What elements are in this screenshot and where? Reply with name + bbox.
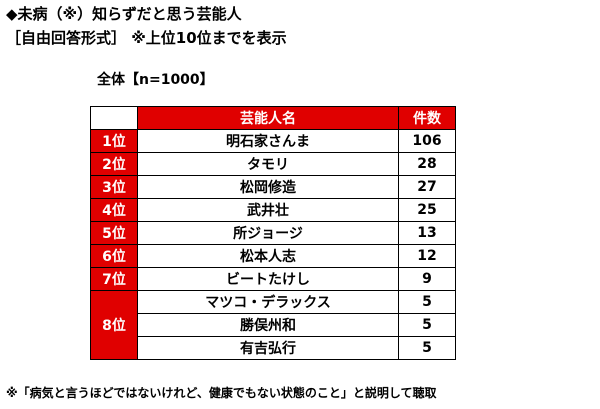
name-cell: 明石家さんま xyxy=(137,129,399,153)
footnote: ※「病気と言うほどではないけれど、健康でもない状態のこと」と説明して聴取 xyxy=(6,386,437,400)
name-cell: 有吉弘行 xyxy=(137,336,399,360)
count-cell: 5 xyxy=(398,336,456,360)
count-cell: 5 xyxy=(398,290,456,314)
name-cell: マツコ・デラックス xyxy=(137,290,399,314)
rank-cell: 4位 xyxy=(90,198,138,222)
name-cell: 松岡修造 xyxy=(137,175,399,199)
rank-cell: 3位 xyxy=(90,175,138,199)
count-cell: 5 xyxy=(398,313,456,337)
table-row: 1位 明石家さんま 106 xyxy=(90,129,456,153)
table-row: 有吉弘行 5 xyxy=(91,336,456,360)
rank-cell: 6位 xyxy=(90,244,138,268)
page-title: ◆未病（※）知らずだと思う芸能人 xyxy=(6,5,242,23)
count-cell: 9 xyxy=(398,267,456,291)
ranking-table: 芸能人名 件数 1位 明石家さんま 106 2位 タモリ 28 3位 松岡修造 … xyxy=(90,106,456,360)
name-cell: 勝俣州和 xyxy=(137,313,399,337)
header-blank-cell xyxy=(90,106,138,130)
header-count-cell: 件数 xyxy=(398,106,456,130)
table-row: 8位 マツコ・デラックス 5 xyxy=(90,290,456,360)
table-header-row: 芸能人名 件数 xyxy=(90,106,456,130)
name-cell: 松本人志 xyxy=(137,244,399,268)
rank-cell: 2位 xyxy=(90,152,138,176)
table-row: 6位 松本人志 12 xyxy=(90,244,456,268)
table-row: 5位 所ジョージ 13 xyxy=(90,221,456,245)
count-cell: 13 xyxy=(398,221,456,245)
sample-size-label: 全体【n=1000】 xyxy=(97,72,214,88)
name-cell: ビートたけし xyxy=(137,267,399,291)
count-cell: 12 xyxy=(398,244,456,268)
name-cell: 所ジョージ xyxy=(137,221,399,245)
table-row: 3位 松岡修造 27 xyxy=(90,175,456,199)
name-cell: タモリ xyxy=(137,152,399,176)
count-cell: 28 xyxy=(398,152,456,176)
table-row: 勝俣州和 5 xyxy=(91,313,456,337)
table-row: 2位 タモリ 28 xyxy=(90,152,456,176)
name-cell: 武井壮 xyxy=(137,198,399,222)
table-row: 4位 武井壮 25 xyxy=(90,198,456,222)
table-row: 7位 ビートたけし 9 xyxy=(90,267,456,291)
page-subtitle: ［自由回答形式］ ※上位10位までを表示 xyxy=(6,29,287,47)
count-cell: 25 xyxy=(398,198,456,222)
count-cell: 106 xyxy=(398,129,456,153)
count-cell: 27 xyxy=(398,175,456,199)
rank-cell-merged: 8位 xyxy=(90,290,138,360)
rank-cell: 7位 xyxy=(90,267,138,291)
rank-cell: 5位 xyxy=(90,221,138,245)
rank-cell: 1位 xyxy=(90,129,138,153)
header-name-cell: 芸能人名 xyxy=(137,106,399,130)
